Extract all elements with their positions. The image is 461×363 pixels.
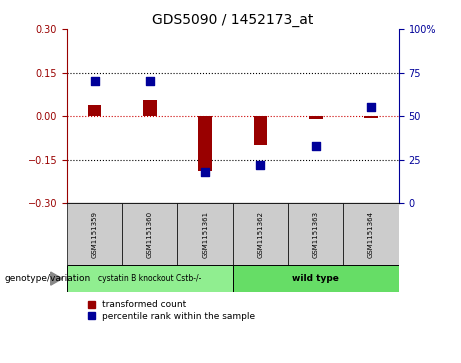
Title: GDS5090 / 1452173_at: GDS5090 / 1452173_at bbox=[152, 13, 313, 26]
Text: GSM1151363: GSM1151363 bbox=[313, 211, 319, 258]
Text: GSM1151362: GSM1151362 bbox=[257, 211, 264, 258]
Point bbox=[201, 169, 209, 175]
Bar bbox=[254, 116, 267, 145]
Text: GSM1151364: GSM1151364 bbox=[368, 211, 374, 258]
Text: GSM1151360: GSM1151360 bbox=[147, 211, 153, 258]
Text: GSM1151359: GSM1151359 bbox=[91, 211, 98, 258]
Bar bbox=[88, 105, 101, 116]
FancyBboxPatch shape bbox=[343, 203, 399, 265]
FancyBboxPatch shape bbox=[233, 265, 399, 292]
FancyBboxPatch shape bbox=[67, 203, 122, 265]
FancyBboxPatch shape bbox=[67, 265, 233, 292]
Bar bbox=[143, 100, 157, 116]
Legend: transformed count, percentile rank within the sample: transformed count, percentile rank withi… bbox=[88, 300, 255, 321]
Text: cystatin B knockout Cstb-/-: cystatin B knockout Cstb-/- bbox=[98, 274, 201, 283]
FancyBboxPatch shape bbox=[288, 203, 343, 265]
Point bbox=[367, 105, 375, 110]
Point bbox=[312, 143, 319, 149]
Point bbox=[91, 78, 98, 84]
Polygon shape bbox=[51, 272, 62, 285]
Bar bbox=[309, 116, 323, 119]
Bar bbox=[198, 116, 212, 171]
Bar bbox=[364, 116, 378, 118]
FancyBboxPatch shape bbox=[233, 203, 288, 265]
Point bbox=[257, 162, 264, 168]
Text: GSM1151361: GSM1151361 bbox=[202, 211, 208, 258]
FancyBboxPatch shape bbox=[177, 203, 233, 265]
FancyBboxPatch shape bbox=[122, 203, 177, 265]
Text: wild type: wild type bbox=[292, 274, 339, 283]
Text: genotype/variation: genotype/variation bbox=[5, 274, 91, 283]
Point bbox=[146, 78, 154, 84]
